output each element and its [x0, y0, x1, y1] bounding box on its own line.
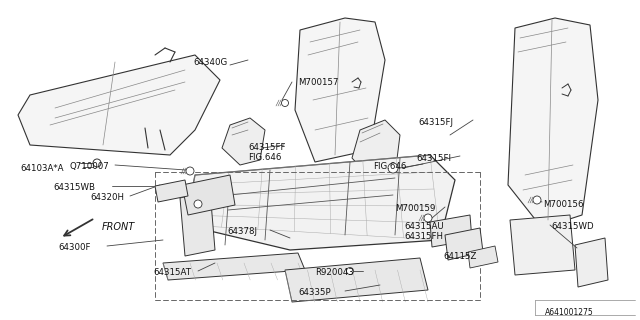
Polygon shape [352, 120, 400, 178]
Text: FRONT: FRONT [102, 222, 135, 232]
Text: M700159: M700159 [395, 204, 435, 213]
Polygon shape [163, 253, 305, 280]
Text: Q710007: Q710007 [70, 162, 109, 171]
Text: 64378J: 64378J [227, 227, 257, 236]
Text: R920043: R920043 [315, 268, 354, 277]
Circle shape [424, 214, 432, 222]
Polygon shape [430, 215, 472, 247]
Text: 64315AT: 64315AT [153, 268, 191, 277]
Circle shape [93, 159, 101, 167]
Text: 64340G: 64340G [193, 58, 227, 67]
Text: 64315WD: 64315WD [551, 222, 594, 231]
Polygon shape [180, 190, 215, 256]
Polygon shape [295, 18, 385, 162]
Polygon shape [285, 258, 428, 302]
Circle shape [186, 167, 194, 175]
Polygon shape [445, 228, 483, 260]
Polygon shape [510, 215, 575, 275]
Polygon shape [468, 246, 498, 268]
Circle shape [194, 200, 202, 208]
Polygon shape [182, 175, 235, 215]
Text: FIG.646: FIG.646 [248, 153, 282, 162]
Circle shape [388, 163, 398, 173]
Polygon shape [508, 18, 598, 228]
Text: FIG.646: FIG.646 [373, 162, 406, 171]
Polygon shape [575, 238, 608, 287]
Polygon shape [155, 180, 188, 202]
Text: 64300F: 64300F [58, 243, 90, 252]
Text: 64320H: 64320H [90, 193, 124, 202]
Text: 64335P: 64335P [298, 288, 331, 297]
Circle shape [282, 100, 289, 107]
Text: 64315FJ: 64315FJ [418, 118, 453, 127]
Text: M700157: M700157 [298, 78, 339, 87]
Text: 64115Z: 64115Z [443, 252, 476, 261]
Text: 64315FF: 64315FF [248, 143, 285, 152]
Circle shape [346, 268, 353, 275]
Text: A641001275: A641001275 [545, 308, 594, 317]
Text: 64315FI: 64315FI [416, 154, 451, 163]
Text: 64315AU: 64315AU [404, 222, 444, 231]
Polygon shape [185, 155, 455, 250]
Text: M700156: M700156 [543, 200, 584, 209]
Polygon shape [222, 118, 265, 165]
Polygon shape [18, 55, 220, 155]
Text: 64103A*A: 64103A*A [20, 164, 63, 173]
Circle shape [533, 196, 541, 204]
Text: 64315FH: 64315FH [404, 232, 443, 241]
Text: 64315WB: 64315WB [53, 183, 95, 192]
